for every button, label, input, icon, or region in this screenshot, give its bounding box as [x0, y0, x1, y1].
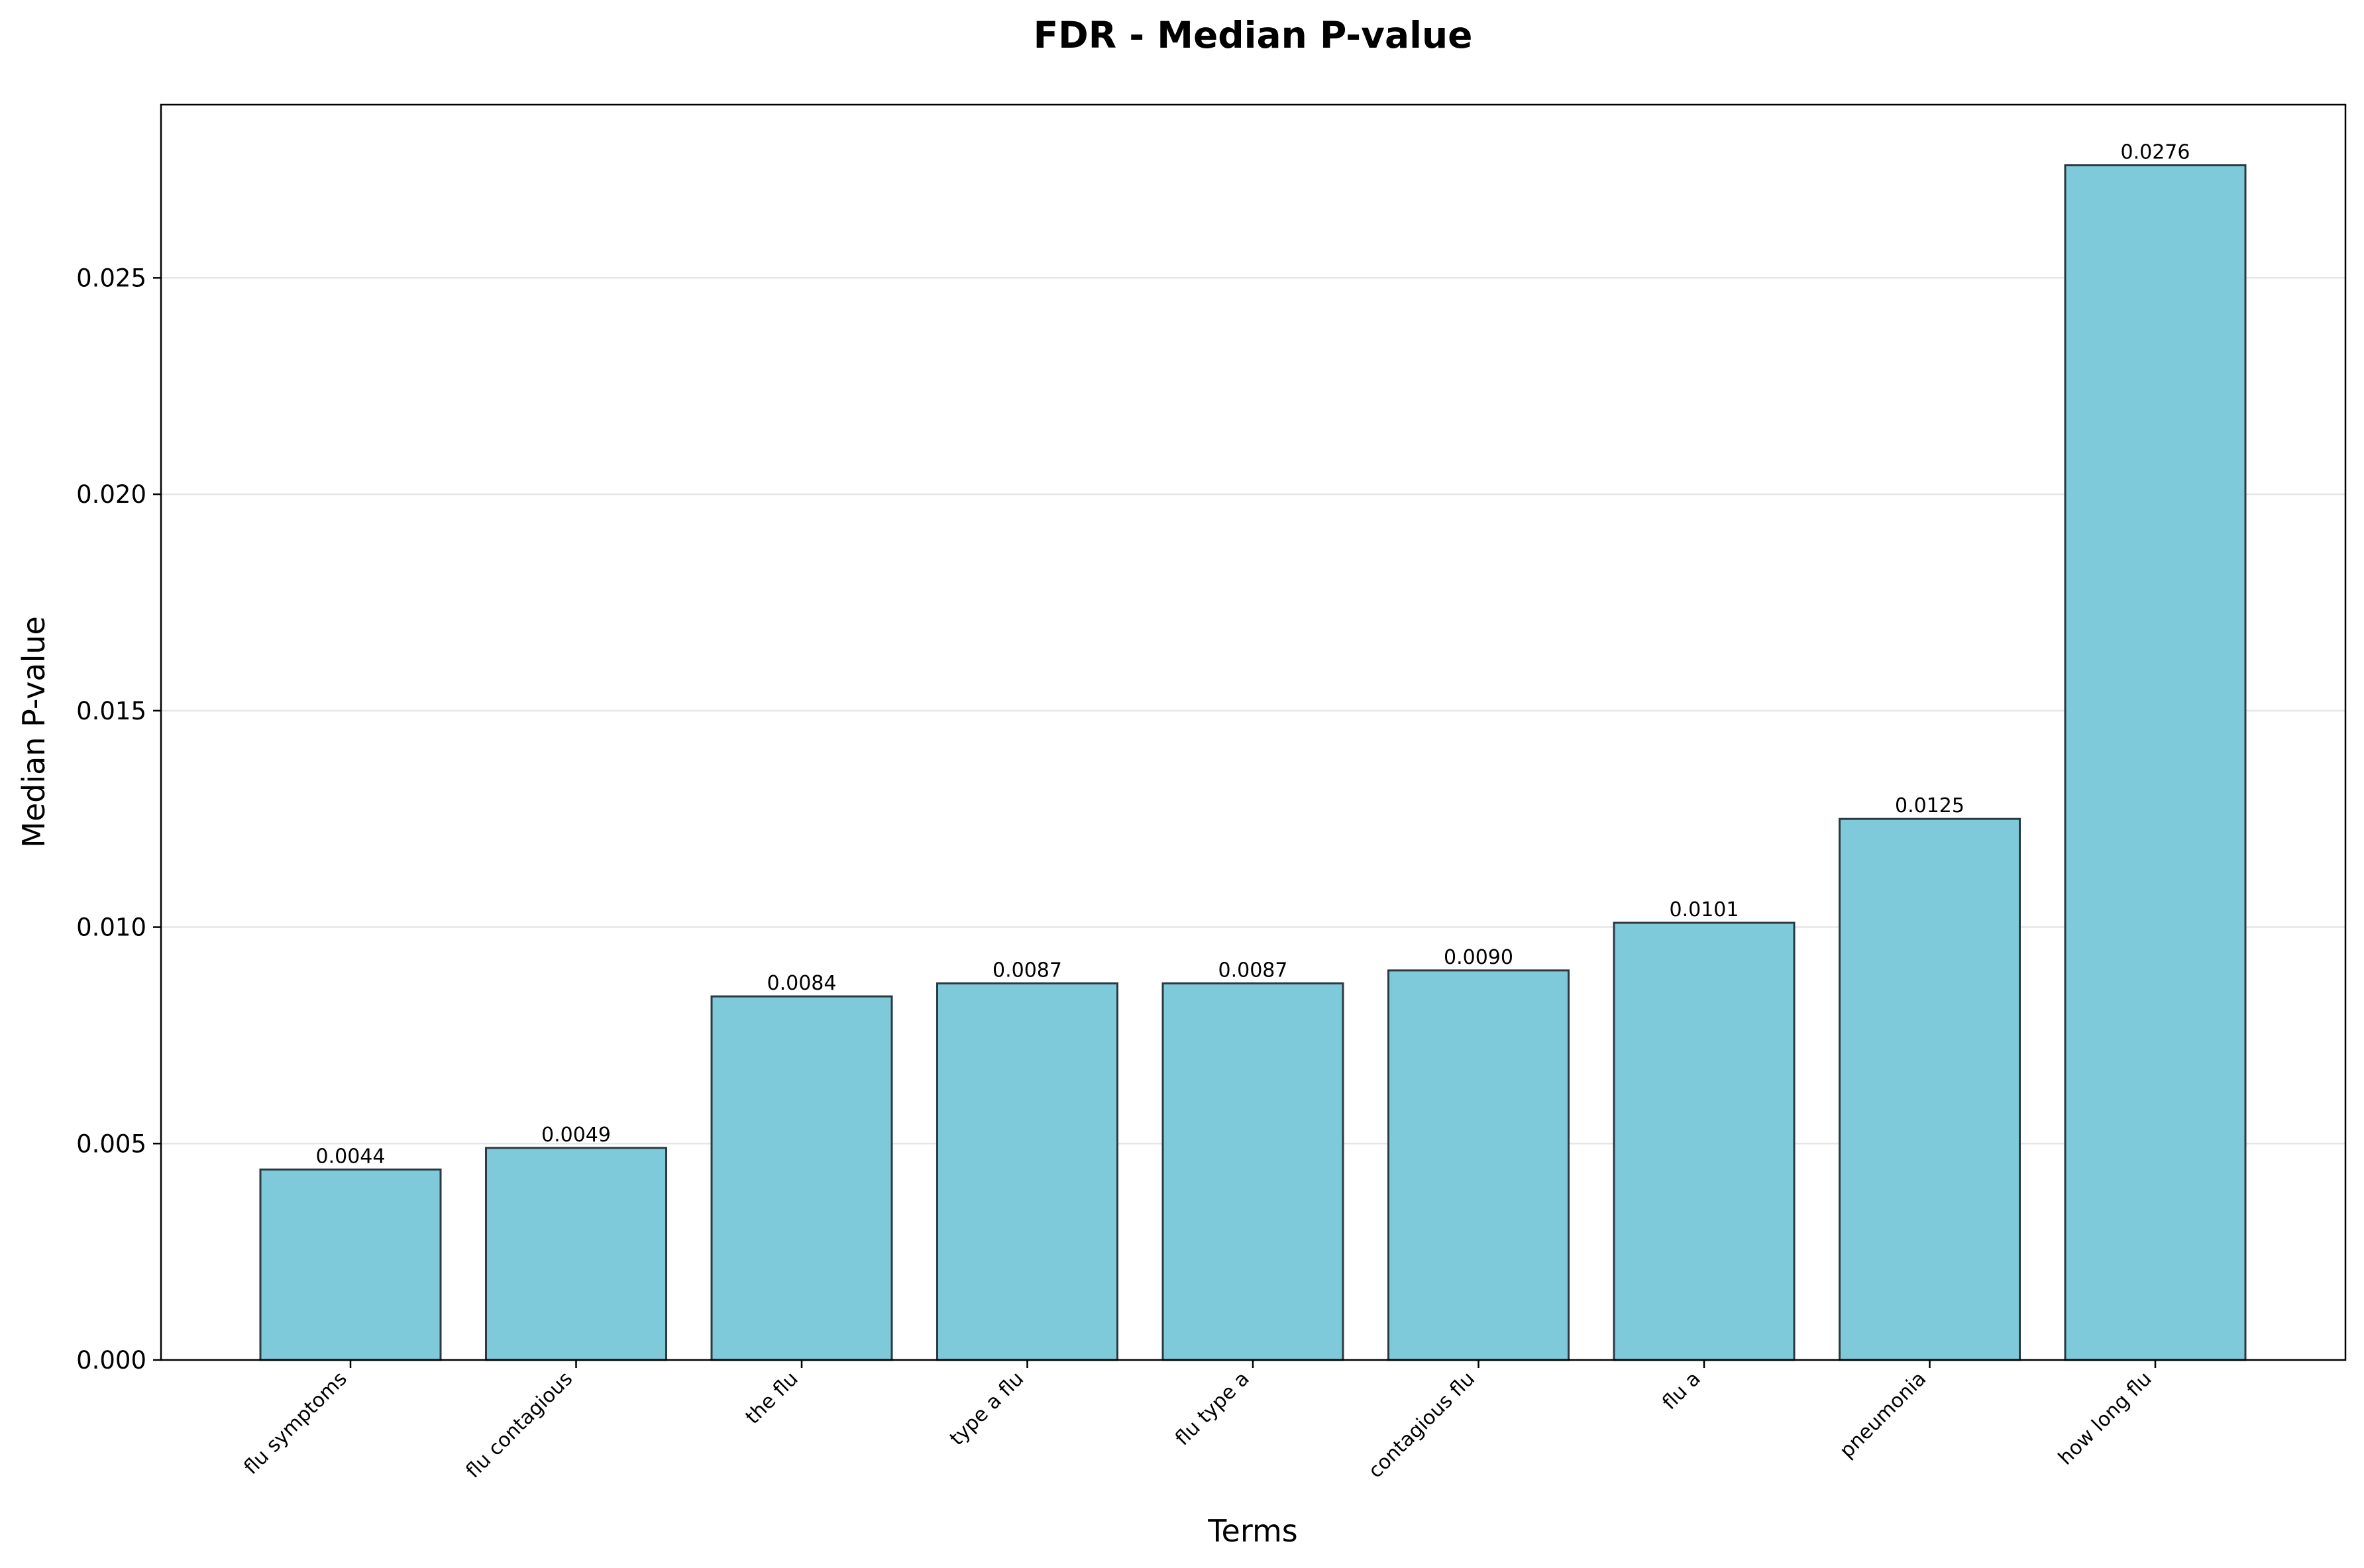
bar	[710, 995, 893, 1361]
bar-value-label: 0.0087	[1218, 959, 1288, 982]
y-axis-label: Median P-value	[16, 616, 52, 848]
bar-value-label: 0.0044	[316, 1145, 386, 1168]
y-tick-label: 0.005	[76, 1129, 146, 1158]
x-axis-label: Terms	[1207, 1513, 1297, 1549]
bars	[259, 164, 2247, 1361]
bar-value-label: 0.0049	[541, 1124, 611, 1147]
bar	[1613, 921, 1796, 1361]
bar-value-label: 0.0276	[2121, 140, 2190, 164]
bar-value-label: 0.0101	[1670, 898, 1739, 921]
y-tick-label: 0.010	[76, 914, 146, 942]
bar-value-label: 0.0125	[1895, 794, 1964, 817]
y-tick-label: 0.000	[76, 1346, 146, 1375]
y-tick-label: 0.015	[76, 697, 146, 725]
bar-value-label: 0.0090	[1444, 946, 1513, 969]
y-tick-label: 0.020	[76, 480, 146, 509]
bar-value-label: 0.0087	[993, 959, 1062, 982]
bar	[259, 1168, 442, 1361]
bar	[1839, 817, 2021, 1361]
chart-title: FDR - Median P-value	[1034, 14, 1473, 56]
bar-value-label: 0.0084	[767, 972, 837, 995]
y-axis-ticks: 0.000 0.005 0.010 0.015 0.020 0.025	[76, 264, 161, 1375]
bar	[1387, 969, 1570, 1361]
y-tick-label: 0.025	[76, 264, 146, 292]
bar	[2064, 164, 2247, 1361]
bar	[1161, 982, 1344, 1361]
bar-value-labels: 0.0044 0.0049 0.0084 0.0087 0.0087 0.0090 0.01…	[316, 140, 2190, 1168]
bar	[485, 1147, 667, 1361]
bar	[936, 982, 1118, 1361]
